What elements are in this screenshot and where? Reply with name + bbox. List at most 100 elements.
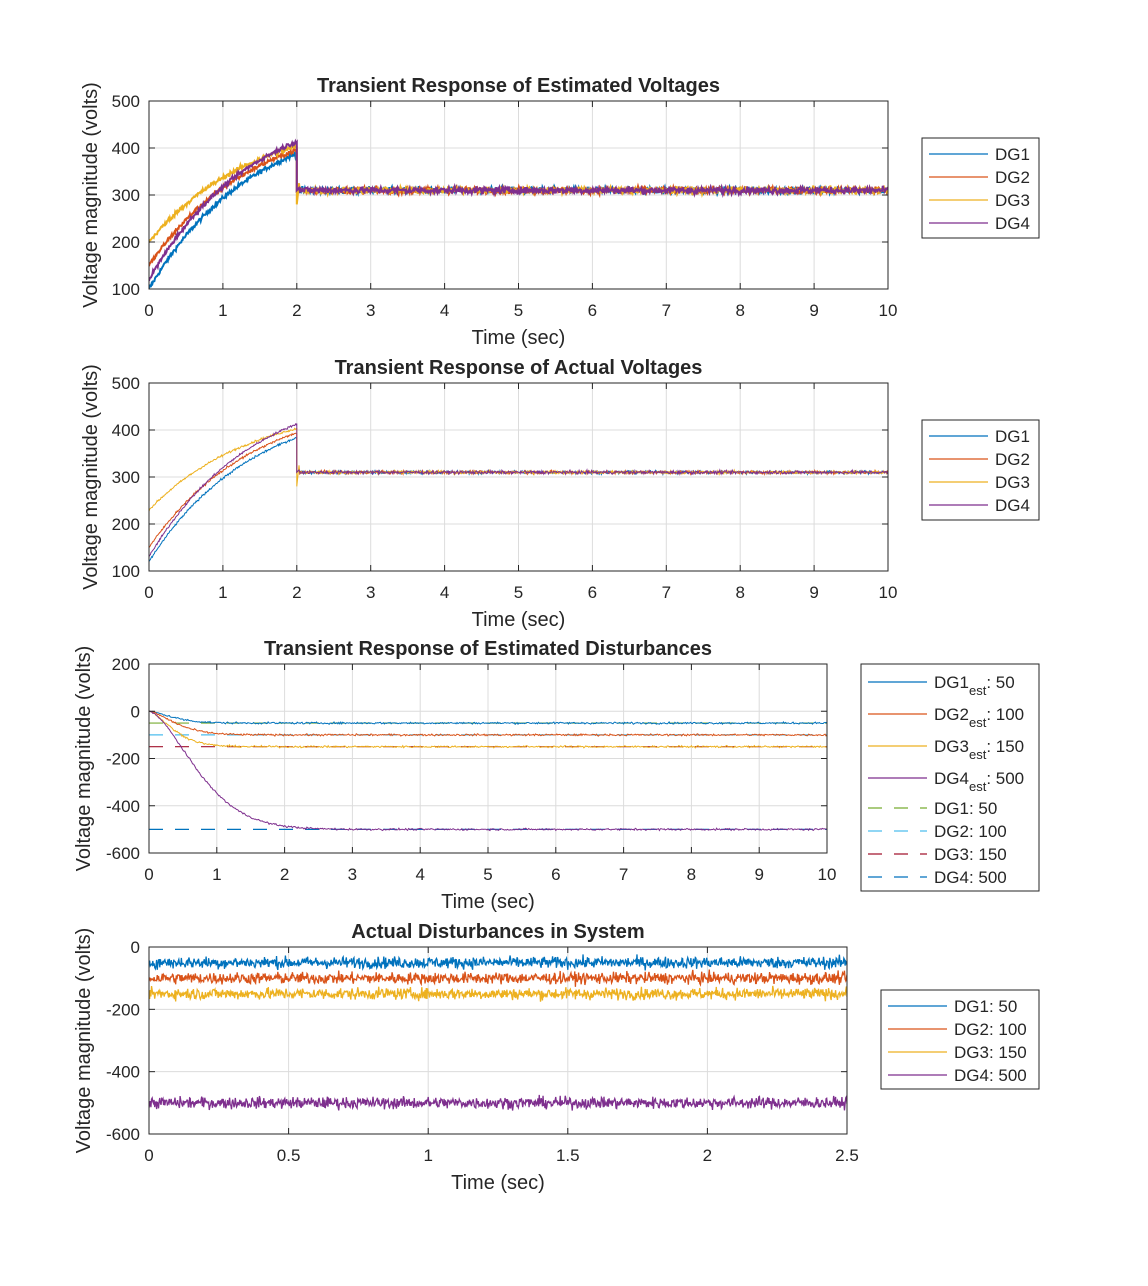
x-tick-label: 0 — [144, 1146, 153, 1165]
legend-entry: DG1: 50 — [934, 799, 997, 818]
legend-name: DG4: 500 — [934, 868, 1007, 887]
y-tick-label: 400 — [112, 421, 140, 440]
legend-name: DG3: 150 — [934, 845, 1007, 864]
x-tick-label: 0 — [144, 865, 153, 884]
x-axis-label: Time (sec) — [472, 327, 566, 349]
legend-entry: DG4: 500 — [934, 868, 1007, 887]
y-tick-label: 500 — [112, 374, 140, 393]
chart-1: 0 1 2 3 4 5 6 7 8 9 10 100 200 300 400 500 Transient Res… — [80, 75, 1040, 349]
x-tick-label: 8 — [735, 583, 744, 602]
legend-name: DG1 — [934, 673, 969, 692]
x-tick-label: 3 — [366, 301, 375, 320]
y-tick-label: 100 — [112, 280, 140, 299]
legend-entry: DG4: 500 — [954, 1066, 1027, 1085]
series-group — [149, 422, 888, 562]
legend-box — [921, 137, 1040, 239]
legend-subscript: est — [969, 779, 987, 794]
x-tick-label: 5 — [514, 301, 523, 320]
x-tick-label: 1 — [212, 865, 221, 884]
series-line-DG3: 150 — [149, 985, 847, 1002]
y-tick-label: -200 — [106, 1000, 140, 1019]
legend-subscript: est — [969, 683, 987, 698]
legend-value: : 150 — [986, 737, 1024, 756]
legend-entry: DG4 — [995, 214, 1030, 233]
legend-entry: DG4est: 500 — [934, 769, 1024, 794]
ticks: 0 1 2 3 4 5 6 7 8 9 10 100 200 300 400 500 — [112, 92, 898, 320]
y-axis-label: Voltage magnitude (volts) — [73, 928, 95, 1154]
legend-entry: DG2 — [995, 450, 1030, 469]
series-line-DG1est: 50 — [149, 710, 827, 726]
chart-3: 0 1 2 3 4 5 6 7 8 9 10 -600 -400 -200 0 200 Transient Re… — [73, 638, 1040, 913]
legend-name: DG1: 50 — [934, 799, 997, 818]
chart-title: Transient Response of Actual Voltages — [335, 357, 703, 379]
x-tick-label: 0 — [144, 301, 153, 320]
x-tick-label: 10 — [879, 583, 898, 602]
y-tick-label: 200 — [112, 655, 140, 674]
legend-entry: DG1: 50 — [954, 997, 1017, 1016]
series-line-DG4 — [149, 422, 888, 557]
x-tick-label: 2 — [292, 583, 301, 602]
x-tick-label: 9 — [754, 865, 763, 884]
series-line-DG4: 500 — [149, 1094, 847, 1111]
legend-entry: DG2 — [995, 168, 1030, 187]
x-tick-label: 8 — [735, 301, 744, 320]
y-tick-label: 100 — [112, 562, 140, 581]
x-tick-label: 9 — [809, 583, 818, 602]
x-tick-label: 4 — [415, 865, 424, 884]
legend-entry: DG1 — [995, 427, 1030, 446]
series-line-DG3est: 150 — [149, 710, 827, 749]
y-tick-label: 500 — [112, 92, 140, 111]
legend-entry: DG3: 150 — [934, 845, 1007, 864]
x-tick-label: 1.5 — [556, 1146, 580, 1165]
x-tick-label: 2 — [280, 865, 289, 884]
x-tick-label: 7 — [662, 301, 671, 320]
x-axis-label: Time (sec) — [472, 609, 566, 631]
legend-entry: DG2: 100 — [934, 822, 1007, 841]
legend-entry: DG2est: 100 — [934, 705, 1024, 730]
y-axis-label: Voltage magnitude (volts) — [80, 364, 102, 590]
legend-entry: DG3 — [995, 473, 1030, 492]
legend-name: DG3 — [934, 737, 969, 756]
x-tick-label: 8 — [687, 865, 696, 884]
legend-entry: DG1 — [995, 145, 1030, 164]
series-line-DG4 — [149, 138, 888, 282]
legend-value: : 100 — [986, 705, 1024, 724]
legend-name: DG2: 100 — [934, 822, 1007, 841]
ticks: 0 0.5 1 1.5 2 2.5 -600 -400 -200 0 — [106, 938, 859, 1165]
series-group — [149, 138, 888, 289]
legend-entry: DG3 — [995, 191, 1030, 210]
y-tick-label: -200 — [106, 750, 140, 769]
series-group — [149, 954, 847, 1111]
x-tick-label: 6 — [551, 865, 560, 884]
chart-title: Actual Disturbances in System — [351, 921, 644, 943]
legend-name: DG2 — [934, 705, 969, 724]
legend: DG1 DG2 DG3 DG4 — [921, 419, 1040, 521]
y-axis-label: Voltage magnitude (volts) — [80, 82, 102, 308]
legend-name: DG4 — [934, 769, 969, 788]
x-tick-label: 5 — [483, 865, 492, 884]
y-tick-label: 200 — [112, 515, 140, 534]
legend-entry: DG2: 100 — [954, 1020, 1027, 1039]
x-tick-label: 10 — [818, 865, 837, 884]
y-tick-label: -400 — [106, 797, 140, 816]
x-tick-label: 7 — [662, 583, 671, 602]
chart-2: 0 1 2 3 4 5 6 7 8 9 10 100 200 300 400 500 Transient Res… — [80, 357, 1040, 631]
y-tick-label: -600 — [106, 844, 140, 863]
series-line-DG2: 100 — [149, 969, 847, 987]
chart-title: Transient Response of Estimated Voltages — [317, 75, 720, 97]
x-tick-label: 3 — [348, 865, 357, 884]
x-axis-label: Time (sec) — [451, 1172, 545, 1194]
chart-4: 0 0.5 1 1.5 2 2.5 -600 -400 -200 0 Actual Disturba… — [73, 921, 1040, 1194]
chart-title: Transient Response of Estimated Disturba… — [264, 638, 712, 660]
x-tick-label: 7 — [619, 865, 628, 884]
x-tick-label: 9 — [809, 301, 818, 320]
y-tick-label: 200 — [112, 233, 140, 252]
x-tick-label: 0 — [144, 583, 153, 602]
x-tick-label: 1 — [423, 1146, 432, 1165]
x-tick-label: 6 — [588, 301, 597, 320]
axes-box — [148, 946, 848, 1135]
x-tick-label: 2 — [703, 1146, 712, 1165]
y-tick-label: 0 — [131, 938, 140, 957]
x-tick-label: 3 — [366, 583, 375, 602]
legend-value: : 50 — [986, 673, 1014, 692]
